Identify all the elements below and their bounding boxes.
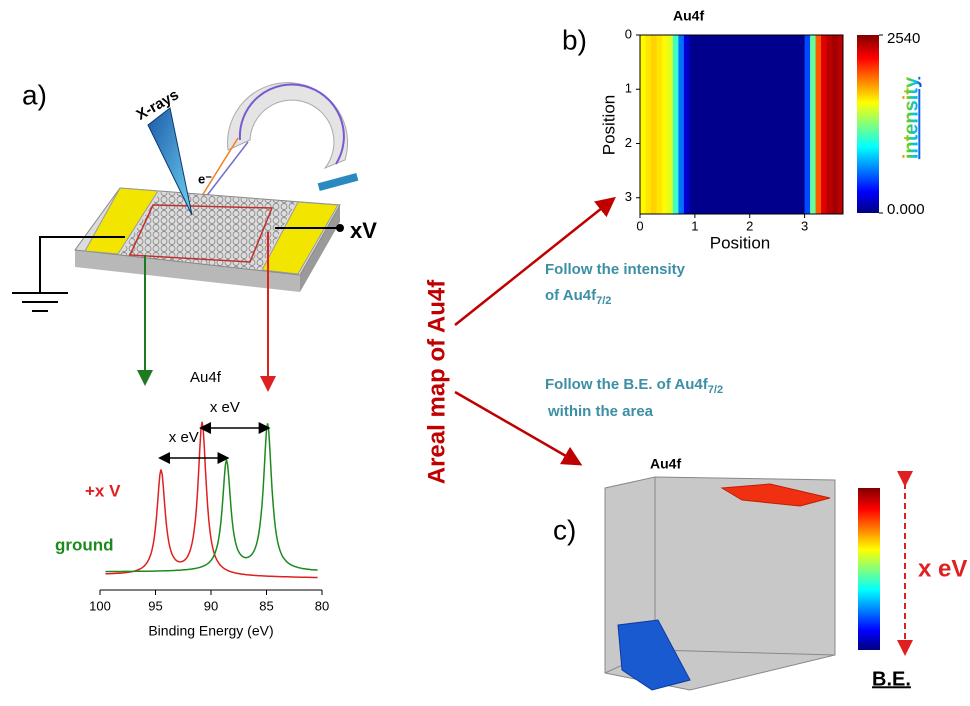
panel-label: b): [562, 24, 587, 55]
heat-cell: [656, 35, 662, 214]
heat-cell: [794, 35, 800, 214]
heat-cell: [788, 35, 794, 214]
spectrum-title: Au4f: [190, 369, 222, 386]
heat-cell: [739, 35, 745, 214]
heat-cell: [783, 35, 789, 214]
heatmap-title: Au4f: [673, 8, 704, 24]
heat-cell: [640, 35, 646, 214]
heat-cell: [805, 35, 811, 214]
x-axis-label: Position: [710, 233, 770, 252]
heat-cell: [744, 35, 750, 214]
colorbar-label: intensity: [900, 76, 922, 159]
heat-cell: [662, 35, 668, 214]
electron-label: e⁻: [198, 171, 212, 186]
heat-cell: [673, 35, 679, 214]
spectrum-curve: [106, 422, 318, 578]
heat-cell: [695, 35, 701, 214]
heat-cell: [766, 35, 772, 214]
panel-label: c): [553, 514, 576, 545]
heat-cell: [761, 35, 767, 214]
heat-cell: [832, 35, 838, 214]
shift-label: x eV: [210, 399, 240, 416]
plot3d-title: Au4f: [650, 456, 681, 472]
analyzer: [228, 83, 348, 168]
heat-cell: [689, 35, 695, 214]
heat-cell: [717, 35, 723, 214]
heat-cell: [821, 35, 827, 214]
heat-cell: [678, 35, 684, 214]
heat-cell: [810, 35, 816, 214]
shift-label: x eV: [169, 429, 199, 446]
colorbar-tick-label: 0.000: [887, 201, 925, 218]
x-tick-label: 0: [636, 218, 643, 233]
heat-cell: [728, 35, 734, 214]
heat-cell: [733, 35, 739, 214]
heat-cell: [816, 35, 822, 214]
x-axis-label: Binding Energy (eV): [148, 623, 273, 639]
note: Follow the intensity: [545, 261, 686, 278]
colorbar: [857, 35, 879, 213]
terminal: [336, 224, 344, 232]
x-tick-label: 1: [691, 218, 698, 233]
x-tick-label: 100: [89, 598, 111, 613]
heat-cell: [755, 35, 761, 214]
note: of Au4f7/2: [545, 287, 611, 307]
y-axis-label: Position: [599, 95, 618, 155]
vertical-label: Areal map of Au4f: [423, 279, 450, 484]
x-tick-label: 90: [204, 598, 218, 613]
heat-cell: [684, 35, 690, 214]
y-tick-label: 1: [625, 81, 632, 96]
x-tick-label: 95: [148, 598, 162, 613]
colorbar-label: B.E.: [872, 668, 911, 690]
heat-cell: [750, 35, 756, 214]
x-tick-label: 3: [801, 218, 808, 233]
heat-cell: [651, 35, 657, 214]
heat-cell: [827, 35, 833, 214]
figure: a) X-rays e⁻ xV Au4f 10095908580Binding …: [0, 0, 970, 701]
y-tick-label: 0: [625, 26, 632, 41]
note: Follow the B.E. of Au4f7/2: [545, 376, 723, 396]
legend-entry: +x V: [85, 481, 121, 500]
heat-cell: [645, 35, 651, 214]
x-tick-label: 80: [315, 598, 329, 613]
heat-cell: [667, 35, 673, 214]
heat-cell: [772, 35, 778, 214]
y-tick-label: 3: [625, 189, 632, 204]
heat-cell: [700, 35, 706, 214]
shift-label: x eV: [918, 555, 967, 582]
heat-cell: [711, 35, 717, 214]
x-tick-label: 2: [746, 218, 753, 233]
panel-label: a): [22, 79, 47, 110]
detector: [318, 173, 359, 191]
heat-cell: [706, 35, 712, 214]
voltage-label: xV: [350, 218, 377, 243]
legend-entry: ground: [55, 535, 114, 554]
page: {"panel_a": {"label": "a)", "xrays": "X-…: [0, 0, 970, 701]
colorbar-tick-label: 2540: [887, 30, 920, 47]
note: within the area: [547, 403, 654, 420]
colorbar: [858, 488, 880, 650]
x-tick-label: 85: [259, 598, 273, 613]
spectrum-curve: [106, 423, 318, 571]
heat-cell: [722, 35, 728, 214]
heat-cell: [799, 35, 805, 214]
heat-cell: [777, 35, 783, 214]
spectrum: 100 95 90 85 80 Binding Energy (eV) +x V ground…: [55, 399, 329, 639]
y-tick-label: 2: [625, 135, 632, 150]
